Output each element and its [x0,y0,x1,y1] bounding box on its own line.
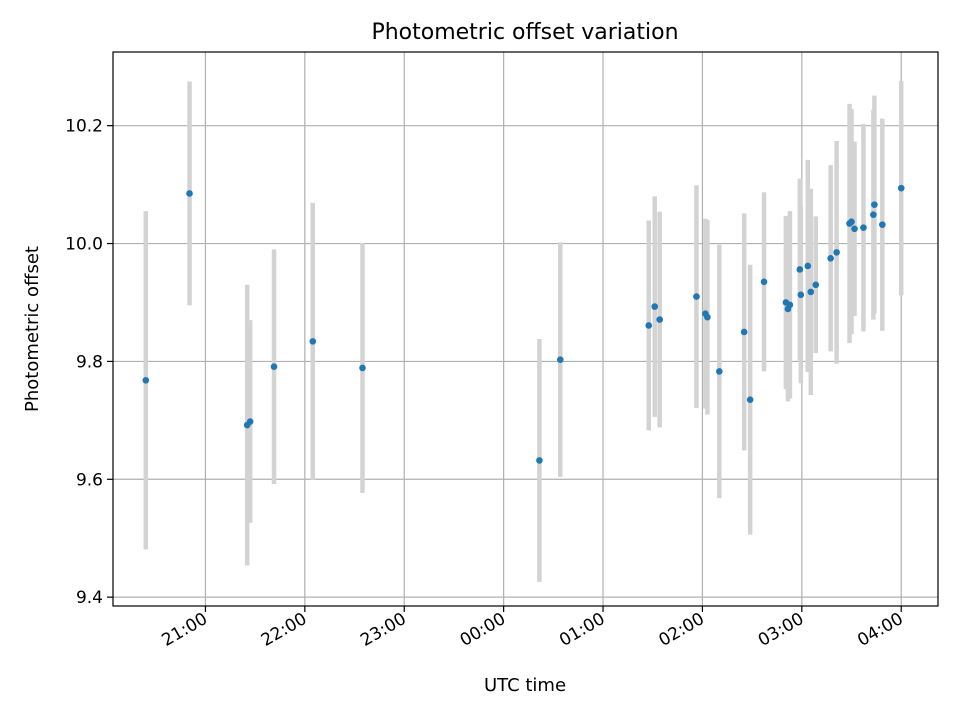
data-point [797,291,805,299]
data-point [246,418,254,425]
data-point [848,218,855,226]
data-point [897,184,905,192]
data-point [871,201,878,208]
data-point [786,301,794,309]
data-points [142,184,905,464]
data-point [796,266,804,273]
data-point [807,288,815,296]
data-point [833,249,840,256]
data-point [746,396,754,404]
y-tick-label: 10.2 [65,117,103,137]
data-point [851,225,858,233]
data-point [760,278,768,286]
y-tick-label: 9.8 [76,352,103,372]
plot-area-frame [112,51,939,607]
y-tick-label: 9.4 [76,588,103,608]
data-point [827,254,834,262]
chart-title: Photometric offset variation [371,20,678,45]
y-tick-label: 9.6 [76,470,103,490]
data-point [860,224,867,231]
data-point [879,221,886,228]
y-tick-label: 10.0 [65,235,103,255]
data-point [812,281,820,289]
y-axis-label: Photometric offset [22,246,43,412]
data-point [270,363,278,371]
data-point [186,190,193,197]
data-point [536,457,543,464]
data-point [704,313,711,321]
data-point [804,262,812,270]
data-point [651,303,659,310]
data-point [556,356,564,363]
x-axis-label: UTC time [484,675,566,696]
data-point [645,322,653,329]
data-point [870,211,877,218]
data-point [716,368,723,375]
data-point [142,376,150,384]
data-point [693,293,700,300]
data-point [309,338,317,345]
data-point [740,328,748,336]
data-point [359,364,366,372]
data-point [656,316,663,323]
